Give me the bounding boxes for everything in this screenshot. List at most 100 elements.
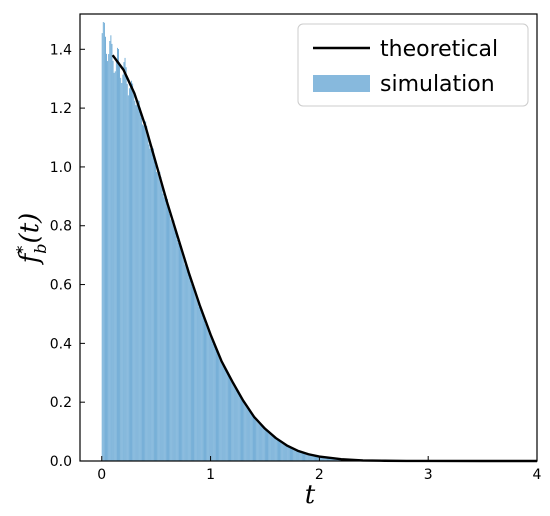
y-tick-label: 0.0 bbox=[50, 454, 72, 470]
histogram-bar bbox=[149, 148, 151, 461]
histogram-bar bbox=[152, 148, 154, 461]
histogram-bar bbox=[244, 402, 246, 461]
histogram-bar bbox=[183, 259, 185, 461]
histogram-bar bbox=[119, 62, 121, 462]
histogram-bar bbox=[211, 340, 213, 461]
svg-text:f*b(t): f*b(t) bbox=[13, 213, 50, 266]
histogram-bar bbox=[294, 449, 296, 461]
histogram-bar bbox=[220, 361, 222, 461]
histogram-bar bbox=[291, 447, 292, 461]
histogram-bar bbox=[135, 105, 137, 462]
histogram-bar bbox=[285, 444, 287, 461]
histogram-bar bbox=[296, 450, 298, 461]
histogram-bar bbox=[230, 376, 231, 461]
histogram-bar bbox=[175, 233, 177, 461]
histogram-bar bbox=[196, 296, 198, 461]
histogram-bar bbox=[226, 373, 228, 461]
histogram-bar bbox=[313, 455, 315, 461]
histogram-bar bbox=[115, 58, 117, 462]
histogram-bar bbox=[144, 122, 146, 461]
histogram-bar bbox=[204, 319, 205, 461]
histogram-bar bbox=[321, 456, 323, 461]
histogram-bar bbox=[113, 72, 115, 461]
histogram-bar bbox=[184, 264, 186, 461]
histogram-bar bbox=[111, 43, 113, 461]
histogram-bar bbox=[151, 146, 153, 461]
y-tick-label: 0.2 bbox=[50, 395, 72, 411]
histogram-bar bbox=[242, 399, 243, 461]
histogram-bar bbox=[250, 411, 252, 461]
histogram-bar bbox=[138, 100, 140, 462]
histogram-bar bbox=[219, 359, 221, 461]
histogram-bar bbox=[182, 252, 184, 461]
histogram-bar bbox=[327, 457, 328, 461]
histogram-bar bbox=[245, 404, 247, 461]
histogram-bar bbox=[271, 434, 273, 461]
histogram-bar bbox=[272, 435, 274, 461]
x-axis-label: t bbox=[305, 480, 316, 510]
histogram-bar bbox=[232, 383, 234, 461]
histogram-bar bbox=[153, 155, 155, 461]
histogram-bar bbox=[308, 454, 310, 461]
histogram-bar bbox=[324, 457, 326, 461]
histogram-bar bbox=[222, 362, 224, 461]
histogram-bar bbox=[210, 335, 212, 461]
histogram-bar bbox=[133, 91, 135, 462]
histogram-bar bbox=[112, 60, 114, 461]
histogram-bar bbox=[207, 326, 209, 461]
histogram-bar bbox=[233, 385, 235, 461]
histogram-bar bbox=[255, 419, 257, 461]
histogram-bar bbox=[188, 272, 190, 461]
histogram-bar bbox=[260, 425, 262, 461]
histogram-bar bbox=[164, 197, 166, 461]
histogram-bar bbox=[259, 423, 261, 461]
histogram-bar bbox=[236, 388, 238, 461]
histogram-bar bbox=[330, 457, 332, 461]
histogram-bar bbox=[109, 41, 111, 461]
histogram-bar bbox=[224, 368, 226, 461]
histogram-bar bbox=[145, 121, 147, 462]
histogram-bar bbox=[333, 458, 335, 461]
histogram-bar bbox=[312, 455, 314, 461]
histogram-bar bbox=[143, 125, 144, 461]
histogram-bar bbox=[198, 306, 200, 461]
histogram-bar bbox=[194, 287, 196, 461]
histogram-bar bbox=[262, 427, 264, 461]
histogram-bar bbox=[254, 418, 255, 461]
histogram-bar bbox=[225, 371, 227, 461]
y-tick-label: 0.8 bbox=[50, 219, 72, 235]
histogram-bar bbox=[197, 302, 199, 461]
histogram-bar bbox=[323, 457, 325, 461]
histogram-bar bbox=[235, 387, 237, 461]
y-tick-label: 0.6 bbox=[50, 278, 72, 294]
histogram-bar bbox=[328, 457, 329, 461]
histogram-bar bbox=[108, 54, 110, 461]
histogram-bar bbox=[190, 284, 192, 461]
histogram-bar bbox=[243, 400, 245, 461]
histogram-bar bbox=[322, 457, 324, 461]
histogram-bar bbox=[186, 265, 188, 461]
histogram-bar bbox=[303, 452, 304, 461]
histogram-bar bbox=[200, 307, 202, 461]
histogram-bar bbox=[316, 456, 317, 461]
histogram-bar bbox=[216, 346, 217, 461]
histogram-bar bbox=[192, 286, 193, 461]
histogram-bar bbox=[208, 327, 210, 461]
histogram-bar bbox=[329, 457, 331, 461]
histogram-bar bbox=[281, 442, 283, 461]
histogram-bar bbox=[101, 33, 103, 462]
histogram-bar bbox=[140, 117, 142, 461]
histogram-bar bbox=[131, 80, 132, 462]
histogram-bar bbox=[163, 197, 165, 461]
histogram-bar bbox=[320, 456, 322, 461]
histogram-bar bbox=[284, 444, 286, 461]
y-axis-ticks: 0.0 0.2 0.4 0.6 0.8 1.0 1.2 1.4 bbox=[50, 42, 85, 470]
histogram-bar bbox=[132, 83, 134, 461]
histogram-bar bbox=[256, 419, 258, 461]
histogram-bar bbox=[181, 245, 183, 461]
histogram-bar bbox=[146, 126, 148, 461]
histogram-bar bbox=[292, 448, 294, 461]
histogram-bar bbox=[118, 48, 119, 462]
histogram-bar bbox=[293, 448, 295, 461]
histogram-bar bbox=[283, 443, 285, 461]
